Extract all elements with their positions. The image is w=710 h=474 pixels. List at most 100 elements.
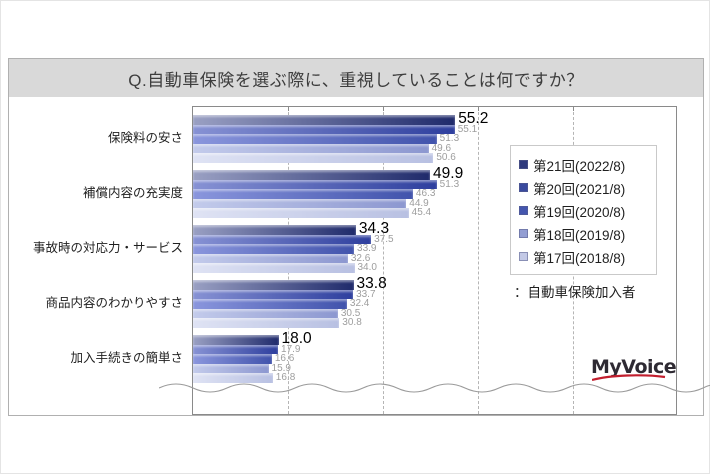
value-label: 30.5 [340,307,361,319]
bar [193,179,437,190]
bar-row: 15.9 [193,362,676,374]
gridline [478,107,479,414]
bar [193,344,279,355]
bar-row: 30.5 [193,307,676,319]
legend-label: 第19回(2020/8) [533,204,626,220]
value-label: 16.8 [275,372,296,384]
bar [193,335,279,345]
bar [193,373,273,383]
bar-row: 49.9 [193,165,676,182]
bar [193,225,356,235]
legend-swatch-icon [519,252,528,261]
value-label: 51.3 [439,178,460,190]
bar-row: 55.1 [193,124,676,135]
category-label: 保険料の安さ [107,131,183,145]
value-label: 16.6 [274,353,295,365]
value-label: 34.0 [357,262,377,274]
bar [193,244,355,254]
legend-label: 第17回(2018/8) [533,250,626,266]
value-label: 15.9 [271,362,291,374]
logo-swoosh-icon [592,374,666,382]
bar-row: 55.2 [193,110,676,127]
gridline [383,107,384,414]
value-label: 18.0 [281,330,312,347]
bar-row: 17.9 [193,343,676,355]
bar-row: 33.9 [193,244,676,254]
bar-row: 33.7 [193,288,676,300]
bar [193,253,348,264]
outer-frame: Q.自動車保険を選ぶ際に、重視していることは何ですか？ 保険料の安さ補償内容の充… [8,58,710,416]
value-label: 32.6 [350,252,371,264]
value-label: 55.2 [458,110,489,127]
value-label: 30.8 [342,317,362,329]
bar-group: 55.2 55.1 51.3 49.6 50.6 [193,110,676,163]
value-label: 49.9 [433,165,464,182]
bar-row: 37.5 [193,233,676,245]
category-label: 補償内容の充実度 [82,186,183,200]
legend-swatch-icon [519,160,528,169]
bar-row: 51.3 [193,178,676,190]
legend-label: 第20回(2021/8) [533,181,626,197]
bar-row: 30.8 [193,318,676,328]
bar [193,308,338,319]
legend-label: 第21回(2022/8) [533,158,626,174]
legend-swatch-icon [519,229,528,238]
bar [193,354,272,364]
bar-row: 34.0 [193,263,676,273]
myvoice-logo: MyVoice [591,356,683,388]
bar-row: 32.6 [193,252,676,264]
note-text: ：自動車保険加入者 [514,285,636,300]
bar-row: 32.4 [193,299,676,309]
bar-row: 51.3 [193,134,676,144]
value-label: 33.7 [356,288,376,300]
value-label: 51.3 [439,133,460,145]
bar-group: 18.0 17.9 16.6 15.9 16.8 [193,330,676,383]
title-bar: Q.自動車保険を選ぶ際に、重視していることは何ですか？ [9,59,703,97]
bar [193,134,437,144]
value-label: 50.6 [436,152,456,164]
bar-row: 16.8 [193,373,676,383]
bar-row: 18.0 [193,330,676,347]
bar-row: 34.3 [193,220,676,237]
legend-item: 第19回(2020/8) [519,199,648,222]
bar-row: 45.4 [193,208,676,218]
bar [193,318,340,328]
legend: 第21回(2022/8) 第20回(2021/8) 第19回(2020/8) 第18回… [510,145,657,275]
value-label: 33.9 [357,243,377,255]
bar [193,363,269,374]
bar-row: 44.9 [193,197,676,209]
bar-row: 33.8 [193,275,676,292]
bar-row: 16.6 [193,354,676,364]
bar-group: 49.9 51.3 46.3 44.9 45.4 [193,165,676,218]
bar [193,263,355,273]
wave-line [159,383,710,393]
legend-swatch-icon [519,183,528,192]
legend-item: 第18回(2019/8) [519,222,648,245]
bar [193,198,407,209]
value-label: 45.4 [411,207,432,219]
bar-group: 34.3 37.5 33.9 32.6 34.0 [193,220,676,273]
value-label: 17.9 [281,343,301,355]
bar [193,143,429,154]
bar [193,115,456,125]
bar-row: 50.6 [193,153,676,163]
bar [193,280,354,290]
legend-item: 第21回(2022/8) [519,153,648,176]
value-label: 34.3 [358,220,390,237]
bar [193,189,413,199]
value-label: 33.8 [356,275,387,292]
legend-label: 第18回(2019/8) [533,227,626,243]
axis-tick [383,107,384,111]
value-label: 32.4 [349,298,370,310]
bar-group: 33.8 33.7 32.4 30.5 30.8 [193,275,676,328]
legend-item: 第20回(2021/8) [519,176,648,199]
myvoice-logo-text: MyVoice [591,356,677,378]
value-label: 37.5 [374,233,394,245]
value-label: 44.9 [409,197,429,209]
bar [193,234,372,245]
axis-tick [573,107,574,111]
bar [193,289,354,300]
category-label: 加入手続きの簡単さ [70,351,183,365]
legend-swatch-icon [519,206,528,215]
